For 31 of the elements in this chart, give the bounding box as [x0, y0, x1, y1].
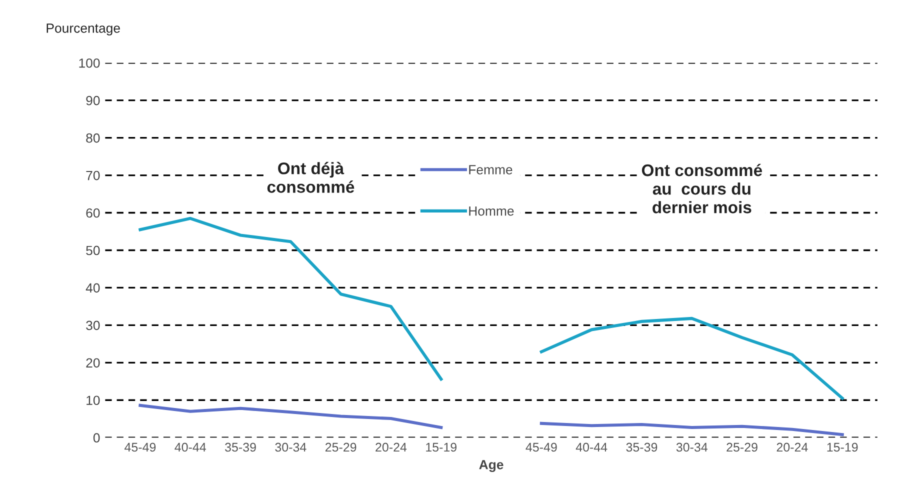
x-tick-label: 25-29 [726, 442, 758, 452]
y-tick-label: 100 [79, 58, 100, 68]
x-tick-label: 15-19 [426, 442, 457, 452]
x-tick-label: 35-39 [225, 442, 256, 452]
x-tick-label: 35-39 [626, 442, 658, 452]
y-tick-label: 0 [93, 433, 100, 443]
y-tick-label: 50 [86, 246, 100, 256]
annotation: Ont consommé au cours du dernier mois [642, 164, 762, 214]
legend-label: Femme [469, 165, 512, 174]
y-tick-label: 80 [86, 133, 100, 143]
y-tick-label: 10 [86, 396, 100, 406]
y-tick-label: 60 [86, 208, 100, 218]
y-tick-label: 90 [86, 96, 100, 106]
x-axis-title: Age [479, 460, 504, 472]
y-tick-label: 70 [86, 170, 100, 180]
x-tick-label: 30-34 [676, 442, 708, 452]
y-tick-label: 20 [86, 358, 100, 368]
legend-label: Homme [469, 206, 514, 216]
x-tick-label: 45-49 [526, 442, 557, 452]
x-tick-label: 15-19 [827, 442, 858, 452]
x-tick-label: 40-44 [576, 442, 608, 452]
x-tick-label: 40-44 [174, 442, 206, 452]
x-tick-label: 30-34 [275, 442, 306, 452]
x-tick-label: 25-29 [325, 442, 356, 452]
annotation: Ont déjà consommé [267, 162, 354, 193]
y-tick-label: 40 [86, 283, 100, 293]
x-tick-label: 20-24 [776, 442, 808, 452]
x-tick-label: 20-24 [376, 442, 407, 452]
x-tick-label: 45-49 [124, 442, 156, 452]
y-tick-label: 30 [86, 320, 100, 330]
y-axis-title: Pourcentage [46, 24, 120, 36]
